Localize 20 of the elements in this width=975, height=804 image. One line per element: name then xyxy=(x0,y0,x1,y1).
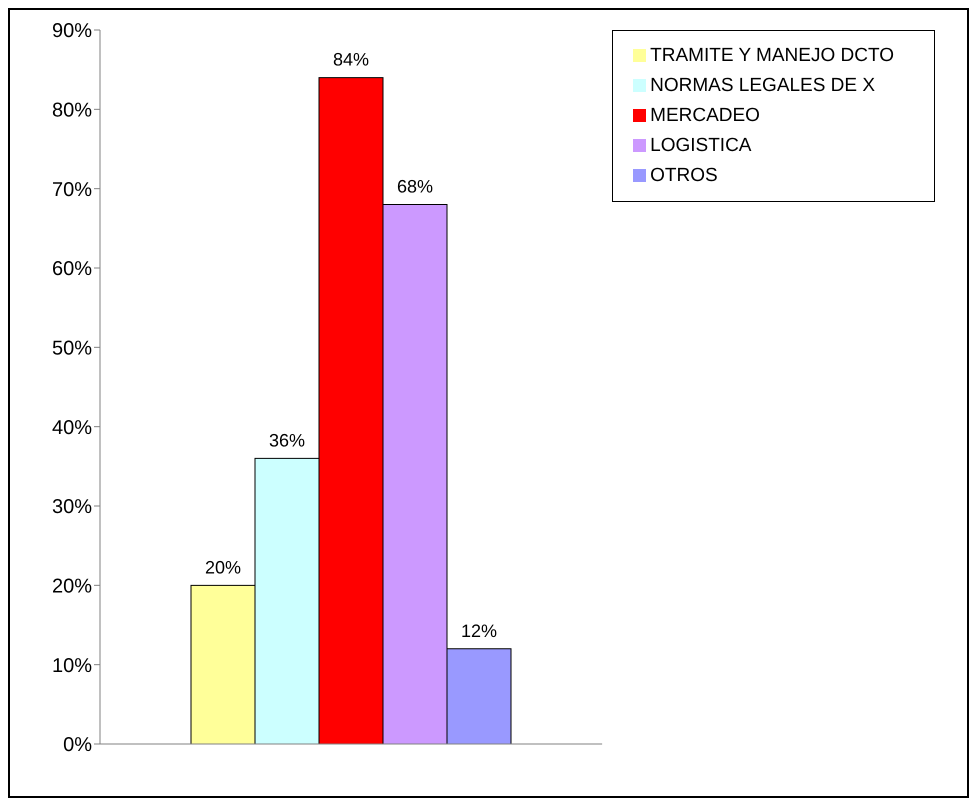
legend-label: OTROS xyxy=(650,165,718,186)
y-tick-label: 50% xyxy=(52,337,92,360)
text: 20% xyxy=(204,557,242,578)
text: 36% xyxy=(268,430,306,450)
legend-label: NORMAS LEGALES DE X xyxy=(650,75,876,96)
y-tick-label: 10% xyxy=(52,654,92,677)
y-tick-label: 40% xyxy=(52,416,92,439)
y-tick-label: 20% xyxy=(52,575,92,598)
legend-label: LOGISTICA xyxy=(650,135,752,156)
y-tick-label: 60% xyxy=(52,258,92,280)
text: 84% xyxy=(332,50,370,70)
y-tick-label: 80% xyxy=(52,99,92,122)
legend-label: MERCADEO xyxy=(650,105,760,126)
y-tick-label: 30% xyxy=(52,496,92,518)
y-tick-label: 0% xyxy=(63,734,92,756)
text: 68% xyxy=(396,176,434,197)
y-tick-label: 90% xyxy=(52,20,92,42)
legend-label: TRAMITE Y MANEJO DCTO xyxy=(650,45,894,66)
text: 12% xyxy=(460,620,498,641)
y-tick-label: 70% xyxy=(52,178,92,201)
